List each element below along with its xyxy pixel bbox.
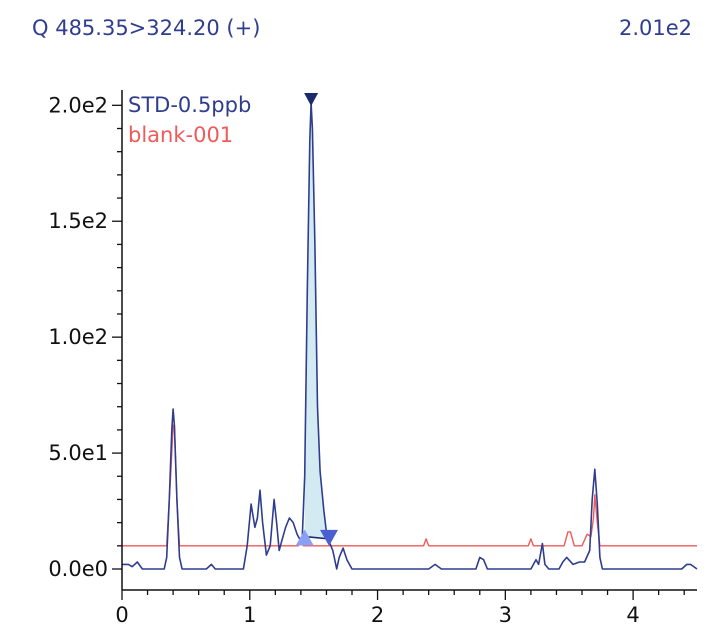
peak-area-fill [304,103,329,542]
peak-start-marker [295,529,314,546]
x-tick-label: 1 [243,603,256,627]
y-tick-label: 1.5e2 [48,209,108,233]
max-intensity-label: 2.01e2 [618,16,692,40]
y-tick-label: 2.0e2 [48,93,108,117]
x-tick-label: 2 [371,603,384,627]
y-tick-label: 1.0e2 [48,325,108,349]
x-tick-label: 4 [626,603,639,627]
x-tick-label: 0 [115,603,128,627]
transition-label: Q 485.35>324.20 (+) [32,16,261,40]
peak-apex-marker [304,93,319,106]
peak-end-marker [320,529,338,546]
x-tick-label: 3 [499,603,512,627]
series-line-blank-001 [122,424,697,547]
legend-entry: blank-001 [128,123,233,147]
peak-baseline [304,535,330,540]
series-line-std-0-5ppb [122,102,698,570]
y-tick-label: 0.0e0 [48,557,108,581]
legend-entry: STD-0.5ppb [128,93,251,117]
y-tick-label: 5.0e1 [48,441,108,465]
